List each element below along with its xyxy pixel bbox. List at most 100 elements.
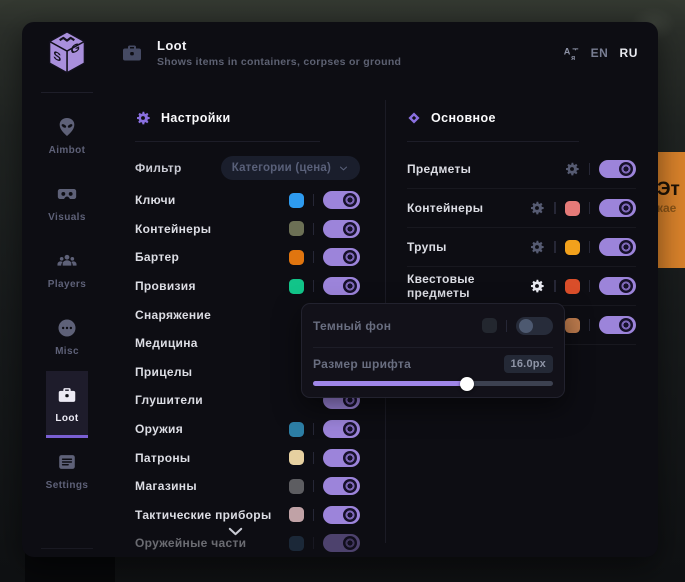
sidebar-item-players[interactable]: Players — [46, 237, 89, 304]
sidebar-nav: Aimbot Visuals Players Misc Loot Settings — [22, 84, 112, 557]
lang-en-button[interactable]: EN — [590, 46, 609, 60]
toggle-knob — [619, 162, 633, 176]
diamond-icon — [407, 111, 421, 125]
toggle-switch[interactable] — [323, 191, 360, 210]
toggle-knob — [343, 279, 357, 294]
font-size-row: Размер шрифта 16.0px — [313, 348, 553, 391]
color-swatch[interactable] — [288, 478, 304, 494]
sidebar-bottom-divider — [41, 548, 93, 549]
main-section-header: Основное — [407, 108, 636, 128]
toggle-knob — [343, 250, 357, 265]
color-swatch[interactable] — [481, 318, 497, 333]
row-label: Патроны — [135, 450, 191, 465]
toggle-switch[interactable] — [323, 477, 360, 496]
briefcase-icon — [120, 41, 144, 65]
toggle-switch[interactable] — [599, 316, 636, 334]
color-swatch[interactable] — [288, 535, 304, 551]
toggle-knob — [619, 279, 633, 293]
divider — [588, 280, 590, 292]
toggle-switch[interactable] — [599, 160, 636, 178]
divider — [312, 508, 314, 521]
window-header: Loot Shows items in containers, corpses … — [22, 22, 658, 84]
color-swatch[interactable] — [288, 192, 304, 208]
display-settings-popup: Темный фон Размер шрифта 16.0px — [301, 303, 565, 398]
row-label: Провизия — [135, 279, 196, 294]
sidebar-item-aimbot[interactable]: Aimbot — [46, 103, 89, 170]
font-size-slider[interactable] — [313, 376, 553, 391]
color-swatch[interactable] — [288, 221, 304, 237]
toggle-switch[interactable] — [323, 219, 360, 238]
briefcase-icon — [56, 384, 78, 406]
section-divider — [135, 141, 320, 142]
row-label: Контейнеры — [407, 201, 484, 215]
color-swatch[interactable] — [564, 239, 580, 255]
divider — [312, 537, 314, 550]
main-option-row: Трупы — [407, 228, 636, 267]
toggle-knob — [619, 318, 633, 332]
main-option-row: Контейнеры — [407, 189, 636, 228]
gear-icon[interactable] — [529, 278, 545, 294]
color-swatch[interactable] — [288, 278, 304, 294]
slider-knob[interactable] — [459, 376, 474, 391]
settings-section-title: Настройки — [161, 111, 231, 125]
translate-icon — [563, 45, 580, 62]
row-label: Снаряжение — [135, 307, 212, 322]
gear-icon[interactable] — [564, 161, 580, 177]
row-label: Глушители — [135, 393, 203, 408]
row-label: Медицина — [135, 336, 198, 351]
color-swatch[interactable] — [564, 317, 580, 333]
lang-ru-button[interactable]: RU — [619, 46, 638, 60]
slider-fill — [313, 381, 467, 386]
main-option-row: Квестовые предметы — [407, 267, 636, 306]
sidebar-item-misc[interactable]: Misc — [46, 304, 89, 371]
row-label: Ключи — [135, 193, 176, 208]
toggle-switch[interactable] — [599, 199, 636, 217]
filter-category-dropdown[interactable]: Категории (цена) — [220, 156, 360, 180]
font-size-value-badge: 16.0px — [503, 355, 553, 373]
loot-filter-row: Тактические приборы — [135, 501, 360, 530]
toggle-switch[interactable] — [323, 248, 360, 267]
toggle-knob — [619, 201, 633, 215]
divider — [312, 280, 314, 293]
toggle-knob — [343, 422, 357, 437]
toggle-knob — [343, 479, 357, 494]
toggle-knob — [343, 536, 357, 551]
toggle-switch[interactable] — [599, 238, 636, 256]
color-swatch[interactable] — [564, 200, 580, 216]
toggle-knob — [343, 450, 357, 465]
toggle-switch[interactable] — [323, 277, 360, 296]
gear-icon[interactable] — [529, 239, 545, 255]
scroll-down-chevron-icon[interactable] — [225, 521, 246, 542]
toggle-switch[interactable] — [323, 448, 360, 467]
dark-background-label: Темный фон — [313, 318, 392, 333]
divider — [312, 222, 314, 235]
gear-icon[interactable] — [529, 200, 545, 216]
toggle-switch[interactable] — [323, 420, 360, 439]
color-swatch[interactable] — [564, 278, 580, 294]
section-divider — [407, 141, 579, 142]
divider — [554, 241, 556, 253]
toggle-switch[interactable] — [323, 534, 360, 553]
color-swatch[interactable] — [288, 507, 304, 523]
toggle-switch[interactable] — [599, 277, 636, 295]
divider — [312, 451, 314, 464]
players-icon — [56, 250, 78, 272]
sidebar-item-visuals[interactable]: Visuals — [46, 170, 89, 237]
color-swatch[interactable] — [288, 421, 304, 437]
toggle-switch[interactable] — [323, 505, 360, 524]
settings-section-header: Настройки — [135, 108, 360, 128]
gear-icon — [135, 110, 151, 126]
divider — [312, 251, 314, 264]
sidebar-item-loot[interactable]: Loot — [45, 371, 89, 438]
color-swatch[interactable] — [288, 450, 304, 466]
font-size-label: Размер шрифта — [313, 357, 412, 371]
main-option-row: Предметы — [407, 150, 636, 189]
color-swatch[interactable] — [288, 249, 304, 265]
divider — [588, 241, 590, 253]
sidebar-item-label: Misc — [55, 346, 79, 357]
dark-background-toggle[interactable] — [516, 316, 553, 335]
alien-icon — [56, 116, 78, 138]
page-heading: Loot Shows items in containers, corpses … — [120, 38, 563, 68]
sidebar-item-settings[interactable]: Settings — [46, 438, 89, 505]
row-label: Трупы — [407, 240, 447, 254]
